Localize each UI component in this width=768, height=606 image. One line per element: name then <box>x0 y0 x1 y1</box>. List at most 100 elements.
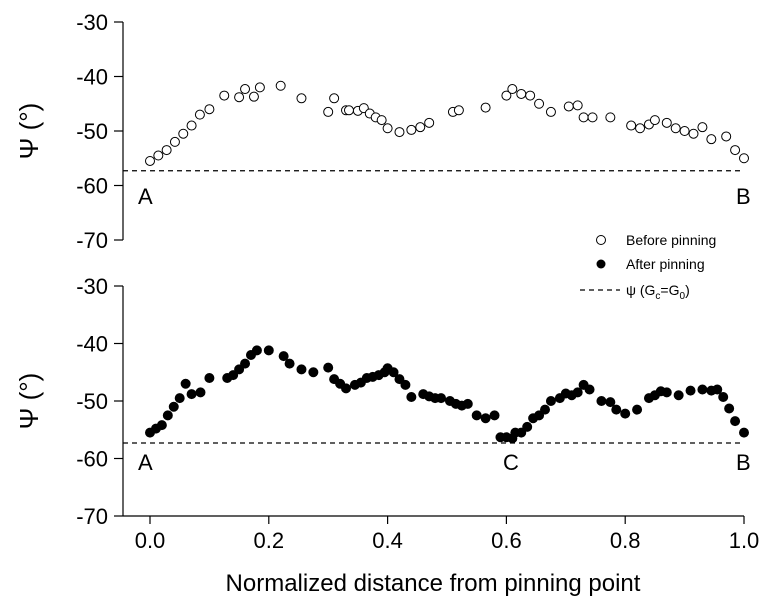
top-data-point <box>501 90 512 101</box>
bottom-data-point <box>323 362 334 373</box>
bottom-data-point <box>240 358 251 369</box>
bottom-data-point <box>406 391 417 402</box>
bottom-data-point <box>673 390 684 401</box>
legend-filled-circle-marker <box>596 259 606 269</box>
x-tick-label: 0.8 <box>610 528 641 553</box>
top-data-point <box>406 124 417 135</box>
legend-label-after-pinning: After pinning <box>626 256 705 272</box>
bottom-data-point <box>572 387 583 398</box>
top-data-point <box>670 123 681 134</box>
bottom-point-label-c: C <box>503 450 519 475</box>
bottom-y-tick-label: -40 <box>76 332 108 357</box>
top-series-before-pinning <box>145 80 749 166</box>
legend-label-psi: ψ (Gc=G0) <box>626 282 690 302</box>
bottom-y-ticks: -30 -40 -50 -60 -70 <box>76 274 123 529</box>
bottom-data-point <box>480 413 491 424</box>
x-axis-label: Normalized distance from pinning point <box>226 570 641 597</box>
top-data-point <box>507 84 518 95</box>
bottom-data-point <box>284 358 295 369</box>
bottom-data-point <box>697 384 708 395</box>
top-y-tick-label: -70 <box>76 228 108 253</box>
bottom-point-label-a: A <box>138 450 153 475</box>
bottom-point-label-b: B <box>736 450 751 475</box>
bottom-data-point <box>234 364 245 375</box>
bottom-data-point <box>436 393 447 404</box>
bottom-data-point <box>195 387 206 398</box>
bottom-data-point <box>394 374 405 385</box>
top-data-point <box>525 90 536 101</box>
bottom-data-point <box>168 401 179 412</box>
x-tick-label: 0.0 <box>135 528 166 553</box>
top-data-point <box>296 93 307 104</box>
top-data-point <box>605 112 616 123</box>
top-data-point <box>679 126 690 136</box>
bottom-data-point <box>584 384 595 395</box>
bottom-data-point <box>251 345 262 356</box>
top-data-point <box>240 84 251 95</box>
top-data-point <box>516 88 527 99</box>
legend: Before pinning After pinning ψ (Gc=G0) <box>567 225 753 309</box>
top-data-point <box>329 93 340 104</box>
bottom-y-tick-label: -60 <box>76 447 108 472</box>
legend-label-before-pinning: Before pinning <box>626 232 716 248</box>
bottom-data-point <box>471 410 482 421</box>
top-data-point <box>145 155 155 166</box>
top-data-point <box>343 105 354 116</box>
bottom-data-point <box>278 351 289 362</box>
top-data-point <box>563 101 574 112</box>
top-data-point <box>578 112 589 123</box>
x-tick-label: 1.0 <box>729 528 760 553</box>
top-data-point <box>697 122 708 133</box>
bottom-y-axis-label: Ψ (°) <box>14 373 44 430</box>
bottom-data-point <box>730 416 741 427</box>
bottom-data-point <box>534 410 545 421</box>
x-ticks: 0.0 0.2 0.4 0.6 0.8 1.0 <box>135 516 760 553</box>
top-data-point <box>626 120 637 131</box>
x-tick-label: 0.4 <box>372 528 403 553</box>
bottom-y-tick-label: -30 <box>76 274 108 299</box>
top-data-point <box>415 122 426 133</box>
bottom-data-point <box>341 383 352 394</box>
bottom-data-point <box>174 393 185 404</box>
top-data-point <box>739 153 749 164</box>
bottom-data-point <box>516 427 527 438</box>
bottom-y-tick-label: -70 <box>76 504 108 529</box>
top-data-point <box>219 90 230 101</box>
bottom-data-point <box>162 410 173 421</box>
bottom-data-point <box>685 385 696 396</box>
bottom-data-point <box>156 420 167 431</box>
top-data-point <box>649 115 660 126</box>
bottom-data-point <box>186 389 197 400</box>
bottom-data-point <box>388 367 399 378</box>
top-data-point <box>635 123 646 134</box>
bottom-data-point <box>263 345 274 356</box>
top-data-point <box>161 145 172 156</box>
bottom-data-point <box>540 404 551 415</box>
top-y-ticks: -30 -40 -50 -60 -70 <box>76 10 123 253</box>
top-panel: -30 -40 -50 -60 -70 A B Ψ (°) <box>14 10 751 253</box>
top-y-axis-label: Ψ (°) <box>14 103 44 160</box>
top-data-point <box>706 134 717 145</box>
top-data-point <box>721 131 732 142</box>
top-data-point <box>453 105 464 116</box>
bottom-data-point <box>180 378 191 389</box>
top-data-point <box>254 82 265 93</box>
top-data-point <box>186 120 197 131</box>
x-tick-label: 0.2 <box>254 528 285 553</box>
bottom-data-point <box>724 403 735 414</box>
top-y-tick-label: -30 <box>76 10 108 35</box>
top-data-point <box>688 128 699 139</box>
bottom-data-point <box>204 373 215 383</box>
bottom-data-point <box>228 370 239 381</box>
top-data-point <box>323 106 334 117</box>
bottom-y-tick-label: -50 <box>76 389 108 414</box>
bottom-data-point <box>605 397 616 408</box>
bottom-data-point <box>489 410 500 421</box>
top-data-point <box>394 127 405 138</box>
top-data-point <box>194 109 205 120</box>
top-y-tick-label: -40 <box>76 65 108 90</box>
top-data-point <box>169 136 180 147</box>
top-data-point <box>204 104 215 115</box>
bottom-data-point <box>632 404 643 415</box>
top-data-point <box>376 115 387 126</box>
